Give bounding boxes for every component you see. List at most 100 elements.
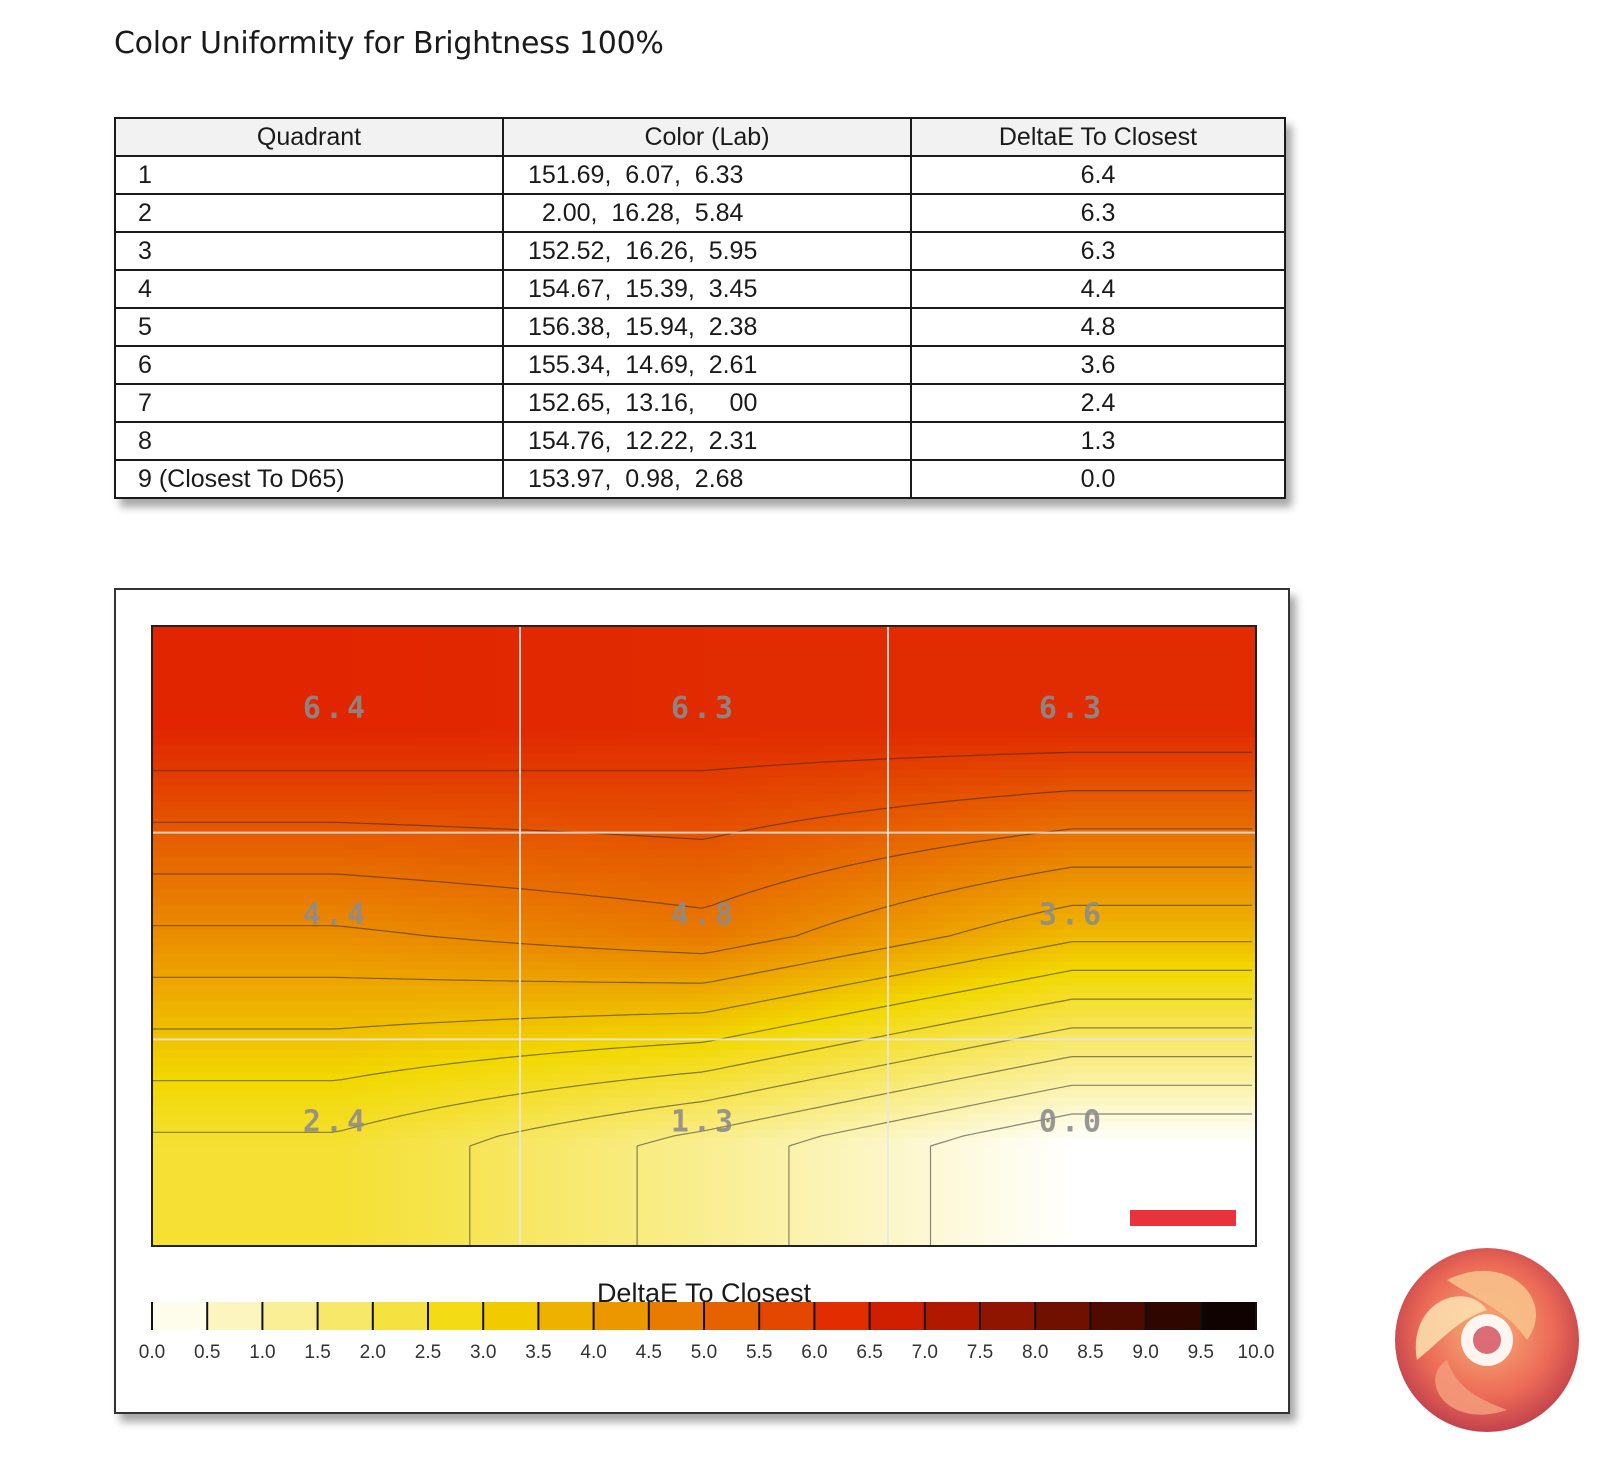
heat-pixel [1016,642,1025,651]
heat-pixel [1240,858,1249,867]
heat-pixel [600,714,609,723]
heat-pixel [312,754,321,763]
heat-pixel [872,706,881,715]
heat-pixel [160,906,169,915]
heat-pixel [320,898,329,907]
heat-pixel [712,890,721,899]
heat-pixel [1088,674,1097,683]
heat-pixel [192,898,201,907]
heat-pixel [264,730,273,739]
heat-pixel [544,714,553,723]
heat-pixel [280,754,289,763]
heat-pixel [632,802,641,811]
heat-pixel [1024,842,1033,851]
heat-pixel [504,834,513,843]
heat-pixel [576,658,585,667]
heat-pixel [440,698,449,707]
heat-pixel [432,698,441,707]
heat-pixel [984,682,993,691]
heat-pixel [872,746,881,755]
heat-pixel [672,762,681,771]
heat-pixel [920,794,929,803]
heat-pixel [936,842,945,851]
heat-pixel [952,754,961,763]
heat-pixel [1024,634,1033,643]
heat-pixel [176,794,185,803]
heat-pixel [536,770,545,779]
heat-pixel [752,850,761,859]
heat-pixel [536,674,545,683]
heat-pixel [672,650,681,659]
heat-pixel [440,842,449,851]
heat-pixel [1192,810,1201,819]
heat-pixel [480,690,489,699]
heat-pixel [216,866,225,875]
heat-pixel [936,762,945,771]
heat-pixel [1208,834,1217,843]
heat-pixel [784,634,793,643]
heat-pixel [1160,746,1169,755]
heat-pixel [1112,698,1121,707]
heat-pixel [336,794,345,803]
heat-pixel [408,666,417,675]
heat-pixel [1176,882,1185,891]
heat-pixel [672,818,681,827]
cell-deltae: 4.8 [910,307,1286,347]
heat-pixel [536,650,545,659]
heat-pixel [824,778,833,787]
heat-pixel [1096,706,1105,715]
heat-pixel [1072,866,1081,875]
heat-pixel [416,794,425,803]
heat-pixel [832,850,841,859]
heat-pixel [240,802,249,811]
heat-pixel [456,794,465,803]
heat-pixel [360,674,369,683]
heat-pixel [1232,658,1241,667]
heat-pixel [184,706,193,715]
heat-pixel [192,626,201,635]
heat-pixel [1112,866,1121,875]
heat-pixel [800,802,809,811]
heat-pixel [176,858,185,867]
heat-pixel [168,706,177,715]
heat-pixel [544,722,553,731]
heat-pixel [440,730,449,739]
heat-pixel [808,890,817,899]
heat-pixel [1168,770,1177,779]
heat-pixel [488,762,497,771]
heat-pixel [888,866,897,875]
heat-pixel [1160,890,1169,899]
heat-pixel [280,666,289,675]
heat-pixel [1040,762,1049,771]
heat-pixel [448,770,457,779]
heat-pixel [584,682,593,691]
heat-pixel [1144,850,1153,859]
heat-pixel [576,850,585,859]
heat-pixel [504,842,513,851]
heat-pixel [248,754,257,763]
heat-pixel [1104,746,1113,755]
heat-pixel [600,698,609,707]
heat-pixel [1224,794,1233,803]
heat-pixel [480,834,489,843]
heat-pixel [376,898,385,907]
heat-pixel [176,738,185,747]
heat-pixel [1200,802,1209,811]
heat-pixel [840,730,849,739]
heat-pixel [384,698,393,707]
heat-pixel [536,722,545,731]
heat-pixel [1224,690,1233,699]
heat-pixel [656,794,665,803]
heat-pixel [768,850,777,859]
heat-pixel [232,722,241,731]
heat-pixel [568,730,577,739]
heat-pixel [1080,778,1089,787]
heat-pixel [1176,658,1185,667]
heat-pixel [408,834,417,843]
heat-pixel [992,906,1001,915]
heat-pixel [680,826,689,835]
heat-pixel [696,786,705,795]
heat-pixel [376,746,385,755]
heat-pixel [448,706,457,715]
heat-pixel [448,738,457,747]
